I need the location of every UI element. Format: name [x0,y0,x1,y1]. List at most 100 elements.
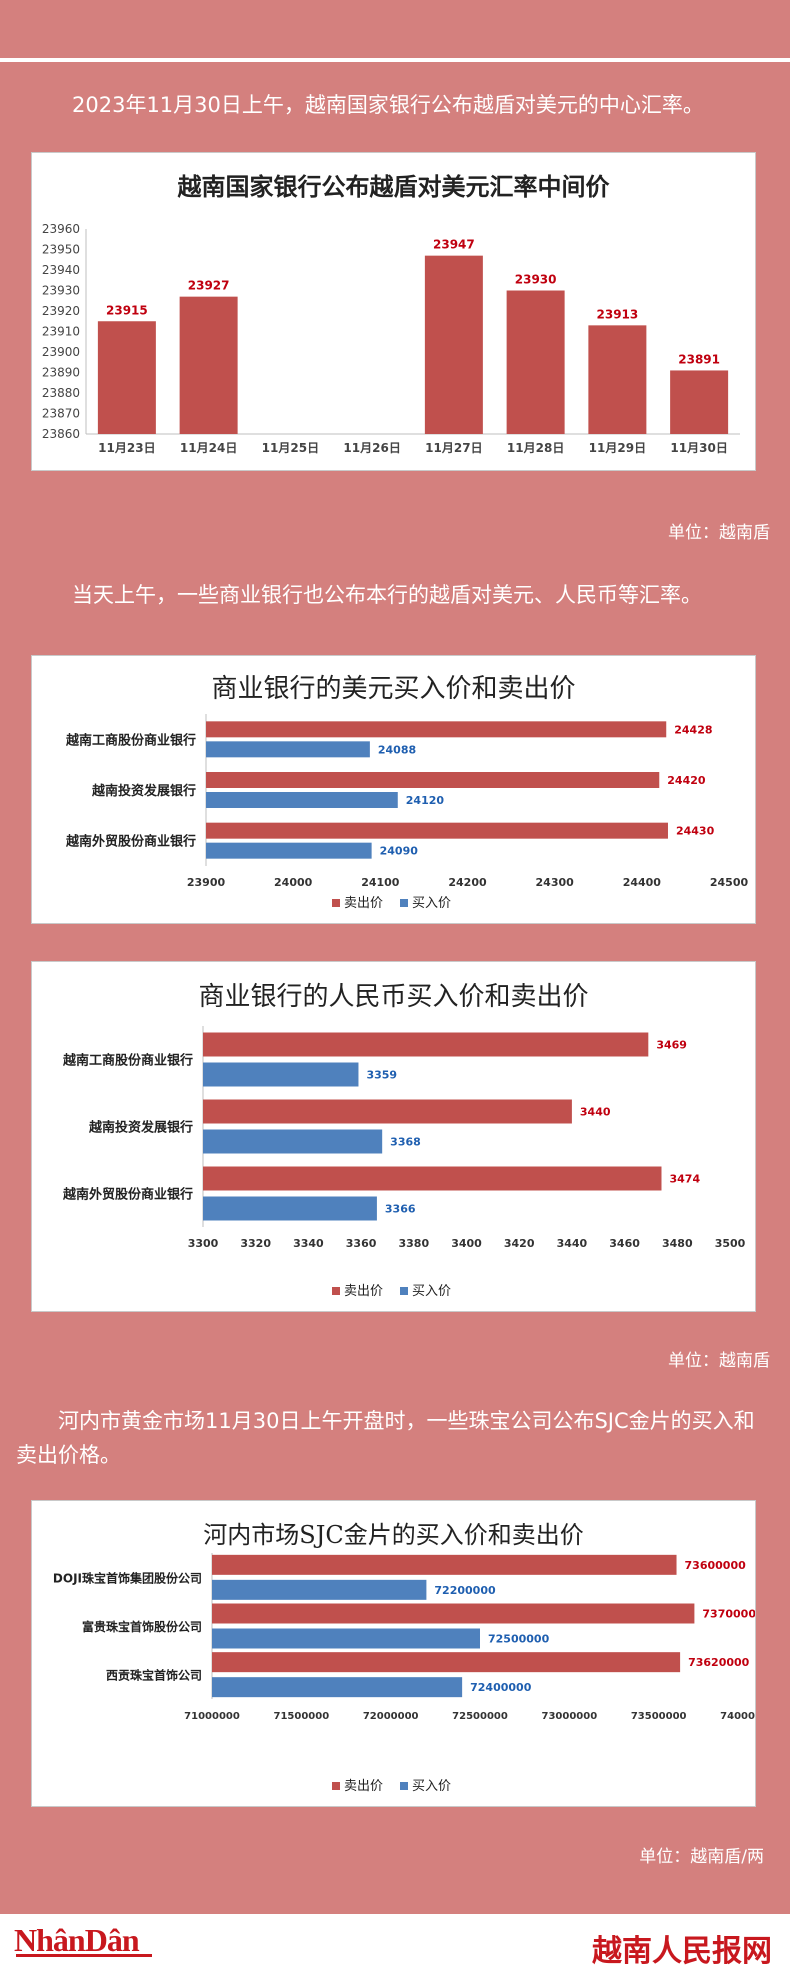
unit-label-1: 单位：越南盾 [668,523,770,543]
bar [203,1166,662,1191]
data-label: 3368 [390,1136,421,1149]
logo-text: NhânDân [14,1922,140,1958]
data-label: 24088 [378,743,416,756]
bar [212,1677,463,1698]
bar [212,1652,681,1673]
intro-paragraph-1: 2023年11月30日上午，越南国家银行公布越盾对美元的中心汇率。 [72,93,704,117]
data-label: 23891 [678,352,720,366]
central-rate-chart: 23860 23870 23880 23890 23900 23910 23920 23930… [42,222,740,455]
x-tick-label: 3420 [504,1237,535,1250]
logo-underline [16,1954,152,1957]
chart-title: 商业银行的人民币买入价和卖出价 [198,982,589,1012]
bar [670,370,729,434]
x-tick-label: 24100 [361,876,400,889]
category-label: 越南投资发展银行 [88,1120,193,1136]
data-label: 3440 [580,1106,611,1119]
x-tick-label: 74000000 [720,1711,755,1722]
data-label: 23913 [597,307,639,321]
x-tick-label: 72500000 [452,1711,508,1722]
x-tick-label: 3480 [662,1237,693,1250]
x-tick-label: 11月24日 [180,441,237,455]
x-tick-label: 24300 [536,876,575,889]
data-label: 3366 [385,1203,416,1216]
y-tick-label: 23890 [42,366,80,380]
site-name-logo[interactable]: 越南人民报网 [592,1934,772,1969]
bar [206,792,398,808]
bar [588,325,647,434]
y-tick-label: 23920 [42,304,80,318]
x-tick-label: 3440 [557,1237,588,1250]
top-divider [0,58,790,62]
bar [212,1579,427,1600]
x-tick-label: 3340 [293,1237,324,1250]
y-tick-label: 23930 [42,284,80,298]
y-tick-label: 23940 [42,263,80,277]
data-label: 23930 [515,273,557,287]
bar [203,1062,359,1087]
data-label: 23947 [433,238,475,252]
gold-prices-chart: 71000000 71500000 72000000 72500000 73000000… [53,1553,755,1794]
bar [203,1196,377,1221]
category-label: DOJI珠宝首饰集团股份公司 [53,1570,202,1585]
data-label: 73620000 [688,1656,750,1669]
x-tick-label: 24200 [448,876,487,889]
data-label: 3469 [656,1039,687,1052]
x-tick-label: 3360 [346,1237,377,1250]
cny-rates-chart: 3300 3320 3340 3360 3380 3400 3420 3440 3460 3480… [62,1026,746,1299]
chart-card-gold-prices: 河内市场SJC金片的买入价和卖出价 71000000 71500000 720000… [31,1500,756,1807]
data-label: 24090 [380,845,419,858]
legend-label: 买入价 [412,1284,451,1299]
data-label: 73700000 [702,1608,755,1621]
x-tick-label: 3500 [715,1237,746,1250]
legend-swatch [400,1782,408,1790]
nhandan-logo[interactable]: NhânDân [14,1922,152,1959]
bar [206,772,660,788]
x-tick-label: 11月23日 [98,441,155,455]
y-tick-label: 23880 [42,386,80,400]
data-label: 23927 [188,279,230,293]
chart-title: 越南国家银行公布越盾对美元汇率中间价 [177,172,610,201]
data-label: 24430 [676,825,715,838]
x-tick-label: 71000000 [184,1711,240,1722]
legend-label: 买入价 [412,896,451,911]
usd-rates-chart: 23900 24000 24100 24200 24300 24400 24500 越南工商股… [65,714,749,911]
bar [203,1032,649,1057]
x-tick-label: 73500000 [631,1711,687,1722]
chart-title: 商业银行的美元买入价和卖出价 [211,674,576,704]
data-label: 72400000 [470,1681,532,1694]
bar [506,290,565,434]
x-tick-label: 73000000 [541,1711,597,1722]
category-label: 越南外贸股份商业银行 [62,1187,193,1203]
legend-label: 买入价 [412,1779,451,1794]
bar [179,296,238,434]
bar [424,255,483,434]
footer-bar: NhânDân 越南人民报网 [0,1914,790,1975]
y-tick-label: 23960 [42,222,80,236]
legend-swatch [400,899,408,907]
bar [203,1129,383,1154]
x-tick-label: 11月28日 [507,441,564,455]
y-tick-label: 23900 [42,345,80,359]
x-tick-label: 71500000 [273,1711,329,1722]
unit-label-3: 单位：越南盾/两 [639,1847,764,1867]
intro-paragraph-2: 当天上午，一些商业银行也公布本行的越盾对美元、人民币等汇率。 [72,583,702,607]
x-tick-label: 24500 [710,876,749,889]
data-label: 72500000 [488,1633,550,1646]
legend-label: 卖出价 [344,896,383,911]
data-label: 24120 [406,794,445,807]
category-label: 越南工商股份商业银行 [65,732,196,748]
legend-label: 卖出价 [344,1779,383,1794]
legend-swatch [332,899,340,907]
category-label: 西贡珠宝首饰公司 [106,1668,202,1683]
x-tick-label: 3320 [240,1237,271,1250]
bar [97,321,156,434]
bar [206,842,372,859]
x-tick-label: 23900 [187,876,226,889]
data-label: 24428 [674,723,712,736]
chart-card-usd-rates: 商业银行的美元买入价和卖出价 23900 24000 24100 24200 24300… [31,655,756,924]
bar [206,741,370,758]
bar [212,1554,677,1575]
legend-swatch [332,1782,340,1790]
legend-swatch [400,1287,408,1295]
x-tick-label: 11月25日 [262,441,319,455]
